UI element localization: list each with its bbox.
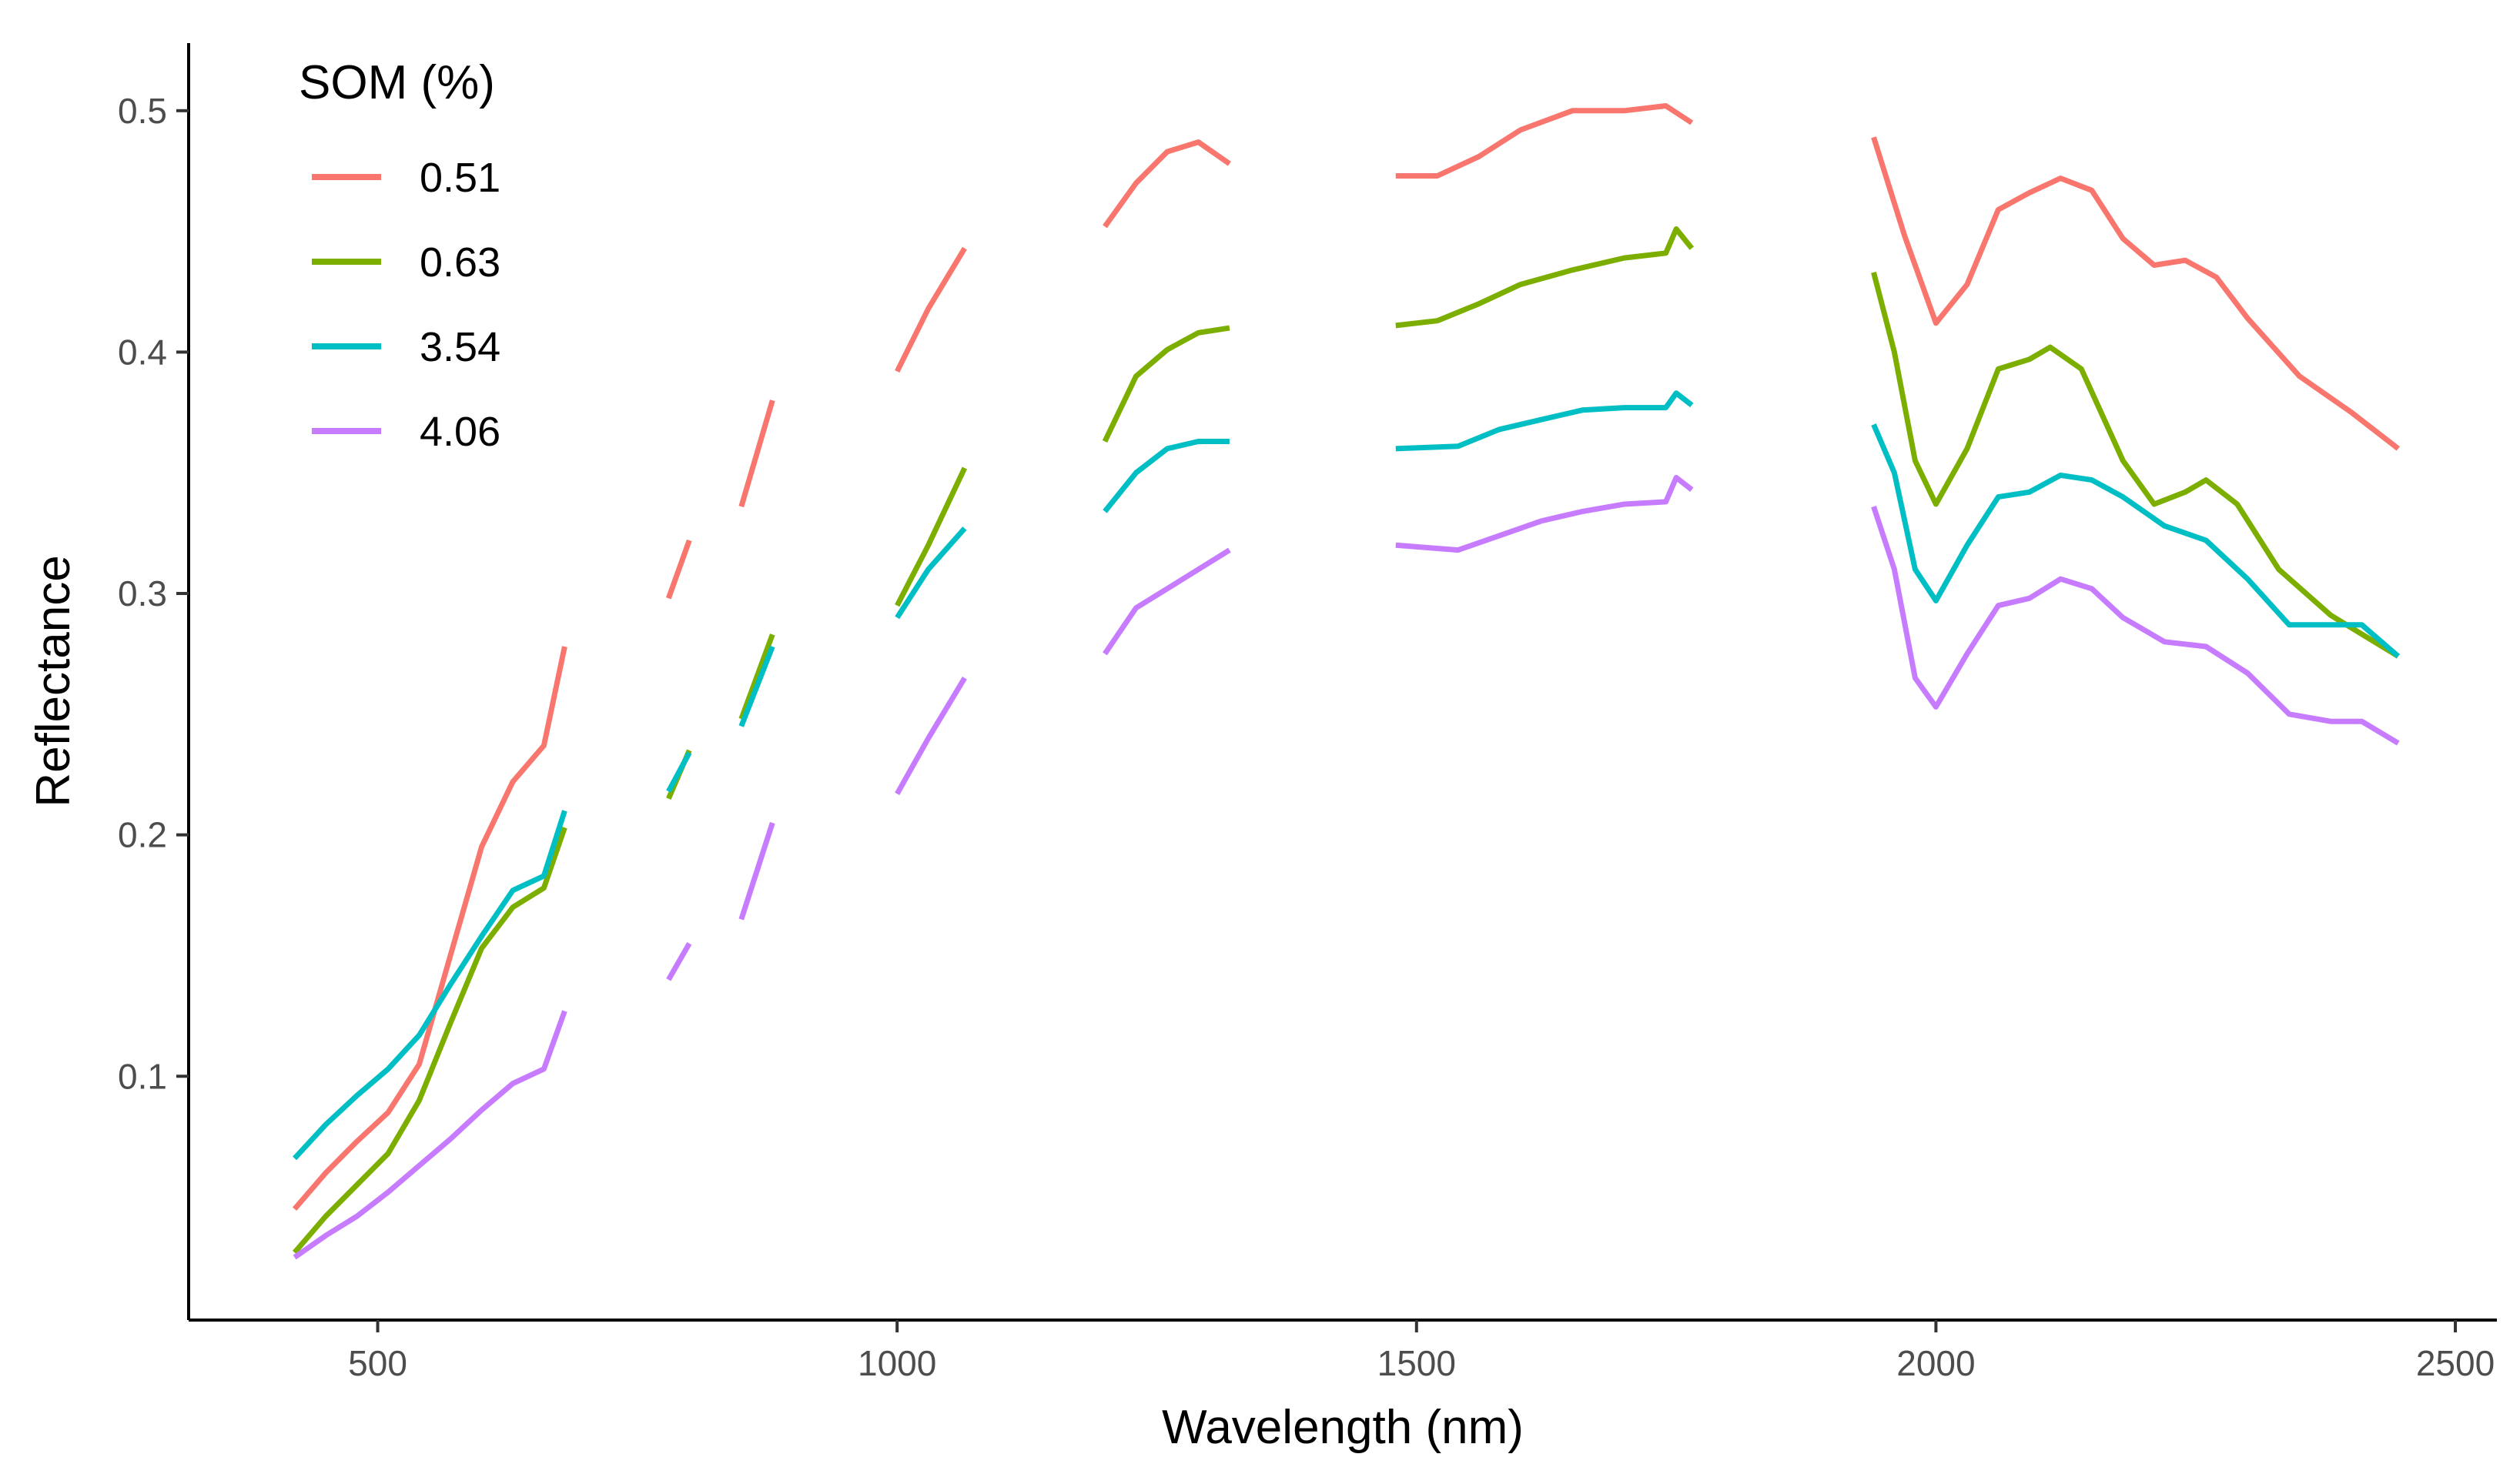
series-line-0.51-band-2 xyxy=(666,539,692,600)
y-tick-label: 0.5 xyxy=(118,91,167,131)
series-line-0.63-band-7 xyxy=(1871,272,2400,659)
series-layer xyxy=(292,103,2401,1260)
y-axis-title: Reflectance xyxy=(27,555,80,807)
x-tick-label: 1000 xyxy=(858,1343,936,1383)
series-line-0.63-band-5 xyxy=(1102,325,1230,443)
series-line-4.06-band-3 xyxy=(738,821,775,921)
series-line-4.06-band-6 xyxy=(1395,475,1694,553)
legend-label-0.51: 0.51 xyxy=(420,155,500,201)
axes-layer xyxy=(187,43,2497,1322)
series-line-0.51-band-7 xyxy=(1871,136,2400,451)
series-line-0.51-band-5 xyxy=(1103,139,1231,229)
series-line-3.54-band-5 xyxy=(1103,439,1230,513)
x-tick-label: 2000 xyxy=(1896,1343,1975,1383)
legend-title: SOM (%) xyxy=(299,56,495,109)
x-tick-label: 500 xyxy=(348,1343,407,1383)
series-line-4.06-band-7 xyxy=(1871,506,2400,746)
series-line-0.63-band-6 xyxy=(1395,226,1695,329)
ticks-layer: 500 1000 1500 2000 2500 0.1 0.2 0.3 0.4 0.5 xyxy=(118,91,2495,1383)
series-line-3.54-band-1 xyxy=(293,810,567,1161)
series-line-0.51-band-4 xyxy=(895,246,967,373)
series-line-3.54-band-3 xyxy=(738,645,775,727)
x-tick-label: 2500 xyxy=(2416,1343,2495,1383)
series-line-4.06-band-2 xyxy=(666,942,692,981)
legend-label-3.54: 3.54 xyxy=(420,324,500,370)
y-tick-label: 0.1 xyxy=(118,1056,167,1096)
legend-label-0.63: 0.63 xyxy=(420,239,500,286)
series-line-0.63-band-4 xyxy=(895,466,968,607)
x-tick-label: 1500 xyxy=(1377,1343,1456,1383)
series-line-4.06-band-5 xyxy=(1103,547,1231,656)
series-line-0.63-band-3 xyxy=(738,633,775,720)
series-4.06 xyxy=(293,475,2400,1260)
series-line-3.54-band-4 xyxy=(895,526,967,620)
series-line-4.06-band-1 xyxy=(293,1010,567,1260)
series-line-0.63-band-1 xyxy=(292,827,567,1255)
series-line-3.54-band-6 xyxy=(1395,390,1694,452)
y-tick-label: 0.4 xyxy=(118,332,167,372)
series-3.54 xyxy=(293,390,2401,1161)
series-0.63 xyxy=(292,226,2400,1255)
legend: SOM (%) 0.51 0.63 3.54 4.06 xyxy=(299,56,500,455)
y-tick-label: 0.3 xyxy=(118,573,167,613)
series-0.51 xyxy=(292,103,2400,1211)
series-line-0.51-band-1 xyxy=(292,646,567,1211)
series-line-3.54-band-2 xyxy=(666,751,692,793)
series-line-4.06-band-4 xyxy=(895,676,967,796)
series-line-0.51-band-3 xyxy=(738,399,775,508)
series-line-3.54-band-7 xyxy=(1871,423,2401,659)
series-line-0.51-band-6 xyxy=(1395,103,1694,179)
x-axis-title: Wavelength (nm) xyxy=(1162,1401,1524,1454)
legend-label-4.06: 4.06 xyxy=(420,409,500,455)
y-tick-label: 0.2 xyxy=(118,815,167,855)
